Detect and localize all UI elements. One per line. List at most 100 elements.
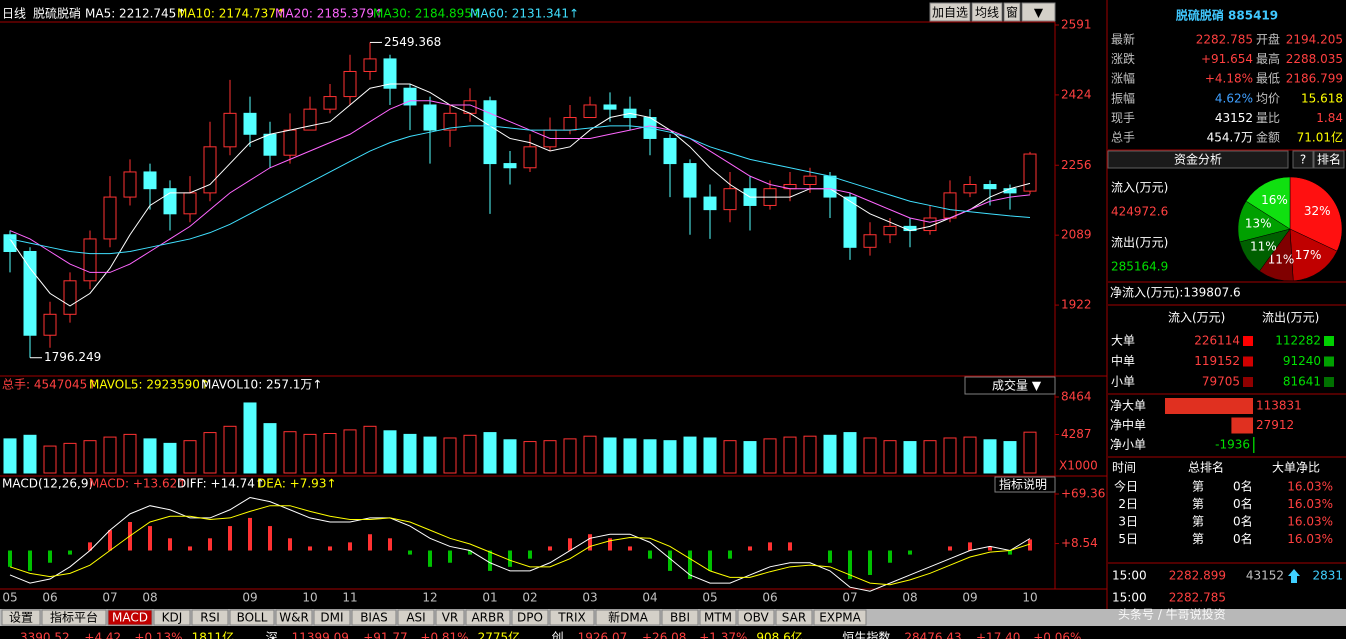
indicator-tab[interactable] <box>435 609 465 626</box>
toolbar-button[interactable] <box>1003 2 1021 22</box>
panel-tab[interactable] <box>1107 150 1289 169</box>
candle-body <box>503 163 517 169</box>
trade-arrow <box>1288 569 1300 583</box>
flow-header: 流出(万元) <box>1262 311 1319 325</box>
macd-bar <box>468 550 472 555</box>
indicator-tab[interactable] <box>465 609 511 626</box>
rank-header: 时间 <box>1112 461 1136 475</box>
indicator-tab-label: MTM <box>704 611 732 625</box>
volume-bar <box>983 439 997 474</box>
indicator-tab[interactable] <box>775 609 813 626</box>
indicator-tab-label: W&R <box>279 611 309 625</box>
indicator-tab[interactable] <box>595 609 661 626</box>
inflow-value: 424972.6 <box>1111 205 1168 219</box>
indicator-tab-label: ARBR <box>471 611 504 625</box>
candle-body <box>43 313 57 336</box>
indicator-tab[interactable] <box>229 609 275 626</box>
panel-tab[interactable] <box>1313 150 1345 169</box>
indicator-tab[interactable] <box>549 609 595 626</box>
rank-value: 0名 <box>1233 514 1253 529</box>
toolbar-button-label: 窗 <box>1006 6 1018 20</box>
indicator-tab-label: BBI <box>670 611 690 625</box>
volume-bar <box>343 429 357 474</box>
indicator-tab[interactable] <box>107 609 153 626</box>
flow-swatch <box>1243 356 1253 367</box>
x-tick-label: 03 <box>582 591 597 605</box>
x-tick-label: 07 <box>842 591 857 605</box>
macd-legend: MACD: +13.62↑ <box>89 477 187 491</box>
macd-bar <box>408 550 412 555</box>
indicator-tab[interactable] <box>397 609 435 626</box>
rank-prefix: 第 <box>1192 532 1204 546</box>
toolbar-button[interactable] <box>929 2 971 22</box>
volume-legend: 总手: 4547045↑ <box>2 378 97 392</box>
volume-bar <box>563 438 577 474</box>
candle-body <box>283 129 297 156</box>
flow-out: 112282 <box>1275 334 1321 348</box>
panel-tab[interactable] <box>1292 150 1314 169</box>
volume-bar <box>483 432 497 474</box>
indicator-tab-label: MACD <box>112 611 148 625</box>
volume-bar <box>463 434 477 474</box>
macd-bar <box>688 550 692 580</box>
indicator-selector[interactable] <box>964 376 1056 395</box>
x-tick-label: 07 <box>102 591 117 605</box>
high-annotation: 2549.368 <box>384 35 441 49</box>
candle-body <box>63 280 77 315</box>
indicator-tab[interactable] <box>275 609 313 626</box>
x-tick-label: 08 <box>142 591 157 605</box>
trade-time: 15:00 <box>1112 591 1147 605</box>
volume-bar <box>863 437 877 474</box>
ma-legend: MA20: 2185.379↑ <box>275 7 384 21</box>
low-annotation: 1796.249 <box>44 350 101 364</box>
status-item: 创 <box>552 631 564 639</box>
indicator-tab[interactable] <box>153 609 191 626</box>
toolbar-button[interactable] <box>971 2 1003 22</box>
volume-bar <box>223 425 237 474</box>
rank-period: 今日 <box>1114 479 1138 494</box>
macd-bar <box>148 526 152 551</box>
unit-label: X1000 <box>1059 459 1098 473</box>
quote-value: 2194.205 <box>1286 33 1343 47</box>
indicator-tab[interactable] <box>737 609 775 626</box>
candle-body <box>563 117 577 131</box>
indicator-tab[interactable] <box>351 609 397 626</box>
panel-tab-label: 资金分析 <box>1174 152 1222 167</box>
indicator-help-button[interactable] <box>994 476 1056 493</box>
macd-legend: DIFF: +14.74↑ <box>177 477 265 491</box>
indicator-tab[interactable] <box>661 609 699 626</box>
indicator-tab[interactable] <box>1 609 41 626</box>
macd-bar <box>648 550 652 559</box>
x-tick-label: 08 <box>902 591 917 605</box>
y-tick-label: +69.36 <box>1061 487 1105 501</box>
volume-bar <box>603 437 617 474</box>
pie-label: 17% <box>1295 248 1322 262</box>
candle-body <box>123 171 137 198</box>
indicator-tab-label: ASI <box>406 611 425 625</box>
pie-label: 32% <box>1304 204 1331 218</box>
indicator-tab[interactable] <box>191 609 229 626</box>
indicator-tab[interactable] <box>699 609 737 626</box>
indicator-tab[interactable] <box>41 609 107 626</box>
stock-title: 脱硫脱硝 885419 <box>1176 8 1278 23</box>
toolbar-button[interactable] <box>1021 2 1056 22</box>
outflow-label: 流出(万元) <box>1111 236 1168 250</box>
quote-label: 现手 <box>1111 111 1135 125</box>
flow-in: 119152 <box>1194 354 1240 368</box>
status-item: +26.08 <box>642 631 686 639</box>
indicator-tab[interactable] <box>813 609 867 626</box>
macd-bar <box>628 546 632 551</box>
watermark: 头条号 / 牛哥说投资 <box>1118 607 1226 622</box>
x-tick-label: 05 <box>2 591 17 605</box>
macd-bar <box>488 550 492 571</box>
volume-bar <box>723 440 737 474</box>
ma-legend: MA60: 2131.341↑ <box>470 7 579 21</box>
indicator-tab[interactable] <box>511 609 549 626</box>
net-label: 净大单 <box>1110 399 1146 413</box>
indicator-tab[interactable] <box>313 609 351 626</box>
volume-bar <box>83 440 97 474</box>
candle-body <box>183 192 197 215</box>
macd-bar <box>608 538 612 551</box>
rank-period: 3日 <box>1118 515 1138 529</box>
